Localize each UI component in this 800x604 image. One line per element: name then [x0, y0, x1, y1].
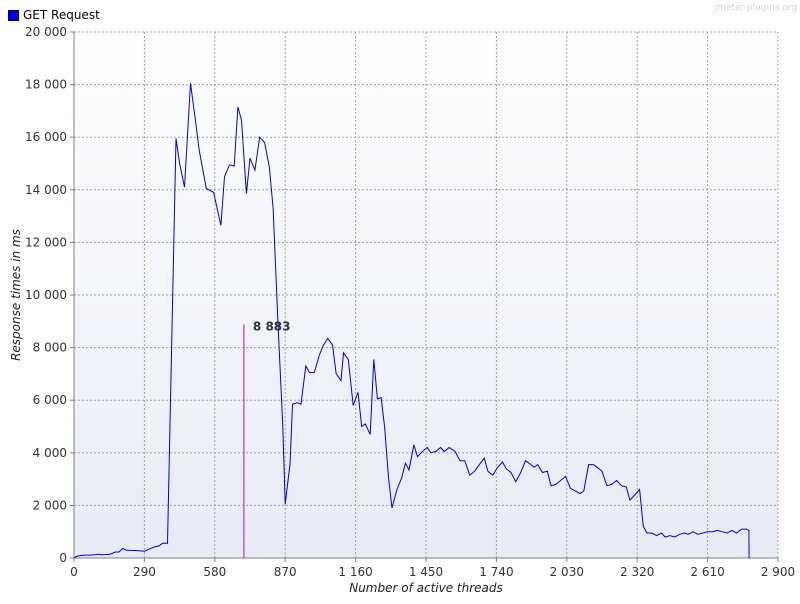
y-tick-label: 2 000	[33, 498, 67, 512]
y-tick-label: 8 000	[33, 341, 67, 355]
legend-swatch-get-request	[8, 9, 19, 21]
x-tick-label: 290	[133, 565, 156, 579]
x-tick-label: 2 610	[690, 565, 724, 579]
y-tick-label: 12 000	[25, 235, 67, 249]
y-tick-label: 14 000	[25, 183, 67, 197]
x-tick-label: 1 740	[479, 565, 513, 579]
x-tick-label: 2 320	[620, 565, 654, 579]
x-tick-label: 870	[274, 565, 297, 579]
legend-label-get-request: GET Request	[23, 8, 100, 22]
series-line-get-request	[73, 83, 750, 559]
x-tick-label: 1 160	[338, 565, 372, 579]
x-tick-label: 1 450	[409, 565, 443, 579]
annotation-label: 8 883	[253, 319, 291, 333]
y-tick-label: 6 000	[33, 393, 67, 407]
y-tick-label: 4 000	[33, 446, 67, 460]
x-axis-label: Number of active threads	[349, 581, 503, 595]
y-tick-label: 18 000	[25, 78, 67, 92]
x-tick-label: 2 900	[761, 565, 795, 579]
y-tick-label: 10 000	[25, 288, 67, 302]
x-tick-label: 580	[203, 565, 226, 579]
y-tick-label: 20 000	[25, 25, 67, 39]
y-axis-label: Response times in ms	[9, 229, 23, 361]
x-tick-label: 0	[70, 565, 78, 579]
y-tick-label: 16 000	[25, 130, 67, 144]
y-tick-label: 0	[59, 551, 67, 565]
watermark: jmeter-plugins.org	[714, 3, 797, 13]
x-tick-label: 2 030	[550, 565, 584, 579]
legend: GET Request	[8, 7, 100, 23]
